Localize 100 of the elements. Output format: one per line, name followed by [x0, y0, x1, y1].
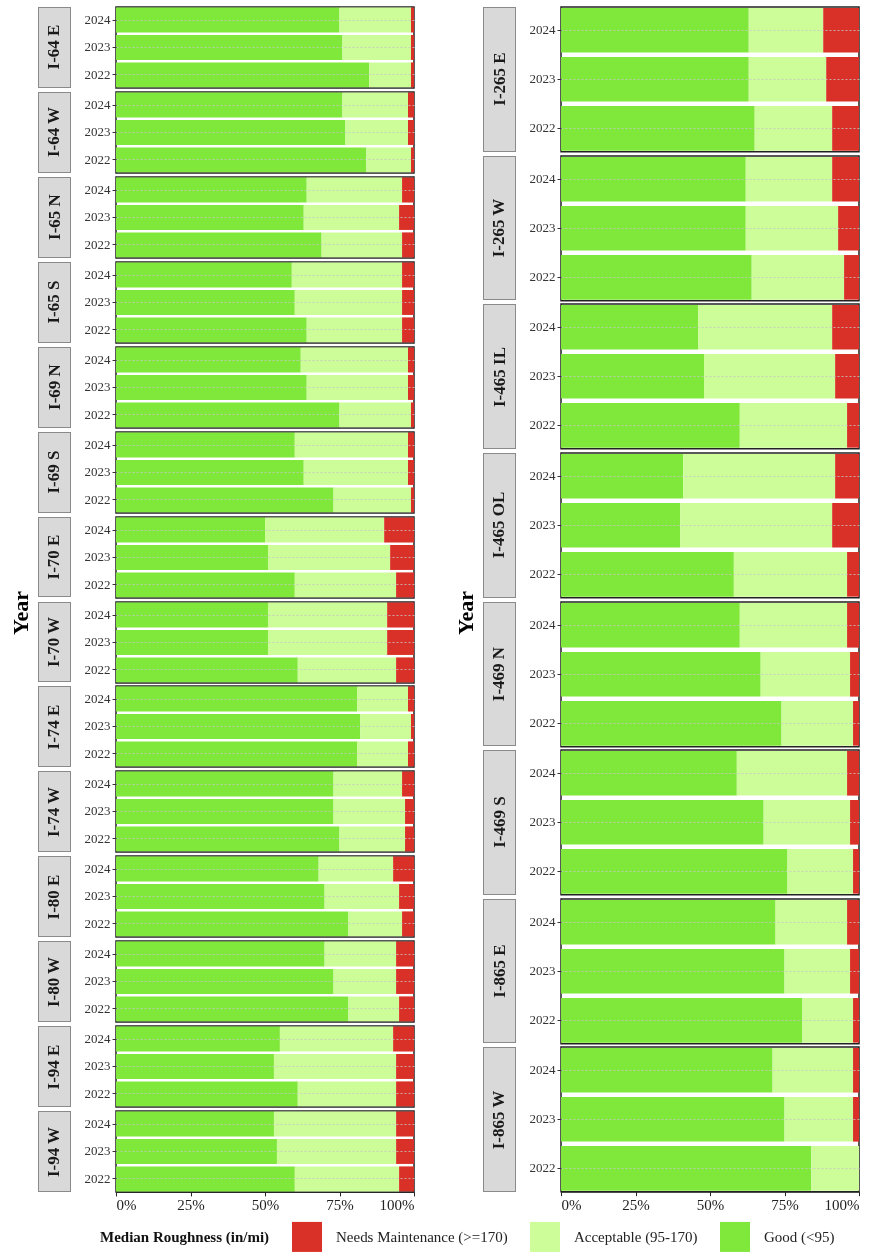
text: I-64 W — [44, 107, 65, 158]
y-tick-label: 2022 — [529, 268, 556, 284]
y-tick-label: 2022 — [84, 1086, 111, 1102]
y-tick-label: 2023 — [84, 39, 111, 55]
y-axis-title: Year — [453, 590, 479, 635]
y-tick-label: 2024 — [84, 691, 112, 707]
legend-title: Median Roughness (in/mi) — [100, 1228, 270, 1246]
text: I-465 OL — [489, 491, 510, 559]
y-tick-label: 2022 — [84, 236, 111, 252]
text: I-65 S — [44, 280, 65, 324]
y-tick-label: 2022 — [84, 746, 111, 762]
legend-label: Acceptable (95-170) — [574, 1228, 698, 1246]
text: I-94 E — [44, 1044, 65, 1090]
y-tick-label: 2024 — [529, 914, 556, 930]
y-tick-label: 2024 — [84, 1031, 112, 1047]
y-tick-label: 2024 — [84, 776, 112, 792]
y-tick-label: 2023 — [84, 209, 111, 225]
y-tick-label: 2023 — [529, 517, 556, 533]
y-tick-label: 2022 — [529, 1160, 556, 1176]
y-tick-label: 2023 — [84, 379, 111, 395]
x-tick-label: 50% — [251, 1197, 280, 1214]
y-tick-label: 2022 — [84, 151, 111, 167]
y-tick-label: 2022 — [84, 916, 111, 932]
text: I-64 E — [44, 25, 65, 70]
text: I-94 W — [44, 1126, 65, 1177]
x-tick-label: 25% — [177, 1197, 205, 1214]
text: I-70 W — [44, 616, 65, 668]
text: I-469 S — [489, 796, 510, 849]
y-tick-label: 2023 — [84, 633, 111, 649]
y-tick-label: 2023 — [84, 888, 111, 904]
text: I-74 E — [44, 704, 65, 750]
text: I-265 E — [489, 52, 510, 106]
x-tick-label: 0% — [561, 1197, 582, 1214]
y-tick-label: 2024 — [84, 266, 112, 282]
y-tick-label: 2023 — [529, 665, 556, 681]
text: I-70 E — [44, 534, 65, 580]
y-tick-label: 2024 — [84, 861, 112, 877]
y-tick-label: 2022 — [84, 406, 111, 422]
x-tick-label: 50% — [696, 1197, 725, 1214]
y-tick-label: 2023 — [84, 1058, 111, 1074]
y-tick-label: 2024 — [84, 521, 112, 537]
x-tick-label: 100% — [824, 1197, 860, 1214]
x-tick-label: 75% — [771, 1197, 799, 1214]
y-tick-label: 2022 — [529, 417, 556, 433]
y-tick-label: 2023 — [84, 464, 111, 480]
y-tick-label: 2022 — [84, 1001, 111, 1017]
y-tick-label: 2023 — [529, 368, 556, 384]
y-tick-label: 2023 — [84, 549, 111, 565]
text: I-469 N — [489, 646, 510, 701]
legend-label: Needs Maintenance (>=170) — [336, 1228, 508, 1246]
text: I-265 W — [489, 198, 510, 258]
y-tick-label: 2022 — [84, 321, 111, 337]
x-tick-label: 100% — [379, 1197, 415, 1214]
y-tick-label: 2023 — [84, 1143, 111, 1159]
y-tick-label: 2023 — [529, 963, 556, 979]
y-tick-label: 2022 — [529, 714, 556, 730]
y-tick-label: 2022 — [84, 576, 111, 592]
y-axis-title: Year — [8, 590, 34, 635]
y-tick-label: 2023 — [84, 718, 111, 734]
y-tick-label: 2023 — [84, 803, 111, 819]
y-tick-label: 2024 — [84, 946, 112, 962]
y-tick-label: 2023 — [529, 814, 556, 830]
x-tick-label: 25% — [622, 1197, 650, 1214]
y-tick-label: 2023 — [529, 1111, 556, 1127]
y-tick-label: 2023 — [84, 124, 111, 140]
y-tick-label: 2024 — [84, 181, 112, 197]
x-tick-label: 75% — [326, 1197, 354, 1214]
text: I-74 W — [44, 786, 65, 837]
y-tick-label: 2024 — [529, 1062, 556, 1078]
y-tick-label: 2023 — [529, 219, 556, 235]
text: I-65 N — [44, 194, 65, 241]
y-tick-label: 2022 — [529, 566, 556, 582]
y-tick-label: 2024 — [84, 12, 112, 28]
y-tick-label: 2022 — [84, 1170, 111, 1186]
y-tick-label: 2024 — [529, 170, 556, 186]
y-tick-label: 2022 — [84, 831, 111, 847]
legend-label: Good (<95) — [763, 1228, 835, 1246]
y-tick-label: 2022 — [529, 1012, 556, 1028]
y-tick-label: 2022 — [84, 661, 111, 677]
text: I-465 IL — [489, 346, 510, 407]
y-tick-label: 2024 — [529, 22, 556, 38]
y-tick-label: 2024 — [84, 436, 112, 452]
text: I-69 S — [44, 450, 65, 494]
y-tick-label: 2023 — [84, 294, 111, 310]
y-tick-label: 2024 — [529, 616, 556, 632]
y-tick-label: 2022 — [84, 491, 111, 507]
y-tick-label: 2022 — [84, 66, 111, 82]
text: I-865 E — [489, 944, 510, 998]
text: I-69 N — [44, 364, 65, 411]
y-tick-label: 2024 — [529, 765, 556, 781]
y-tick-label: 2023 — [84, 973, 111, 989]
x-tick-label: 0% — [116, 1197, 137, 1214]
y-tick-label: 2023 — [529, 71, 556, 87]
y-tick-label: 2024 — [529, 468, 556, 484]
y-tick-label: 2024 — [84, 96, 112, 112]
y-tick-label: 2024 — [529, 319, 556, 335]
y-tick-label: 2024 — [84, 351, 112, 367]
y-tick-label: 2024 — [84, 606, 112, 622]
y-tick-label: 2024 — [84, 1116, 112, 1132]
text: I-80 W — [44, 956, 65, 1007]
